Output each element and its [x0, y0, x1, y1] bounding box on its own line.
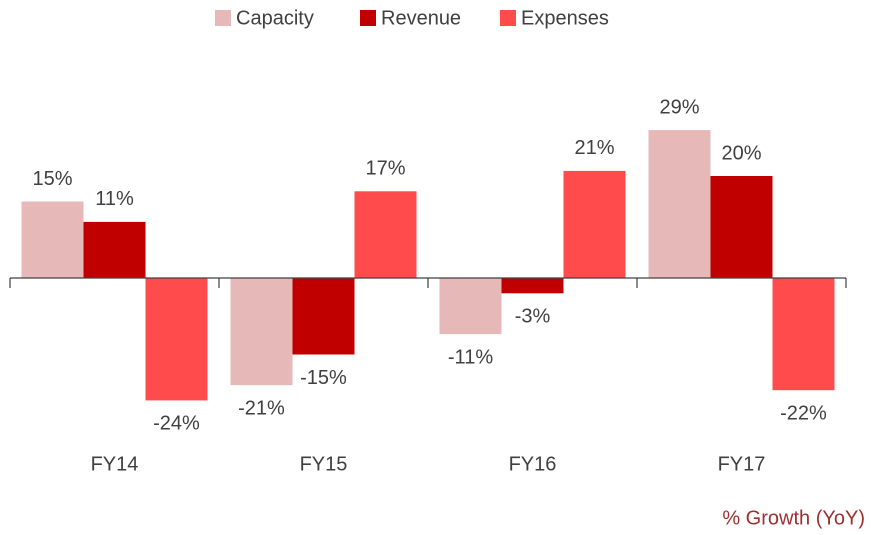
- legend-swatch: [360, 10, 376, 26]
- bar: [501, 278, 564, 294]
- bar: [145, 278, 208, 401]
- value-label: 29%: [659, 96, 699, 118]
- value-label: -3%: [515, 306, 551, 328]
- legend-label: Capacity: [236, 7, 314, 29]
- value-label: -22%: [780, 402, 827, 424]
- bar: [563, 170, 626, 278]
- value-label: -11%: [448, 346, 493, 368]
- value-label: 21%: [574, 137, 614, 159]
- value-label: -15%: [300, 367, 347, 389]
- bar: [439, 278, 502, 335]
- legend-swatch: [215, 10, 231, 26]
- annotation: % Growth (YoY): [722, 507, 865, 529]
- bar: [710, 176, 773, 278]
- x-tick-label: FY14: [91, 453, 139, 475]
- value-label: -24%: [153, 413, 200, 435]
- legend-label: Expenses: [521, 7, 609, 29]
- value-label: 17%: [365, 158, 405, 180]
- bar: [354, 191, 417, 278]
- x-tick-label: FY15: [300, 453, 348, 475]
- bar: [648, 130, 711, 278]
- x-tick-label: FY16: [509, 453, 557, 475]
- bar: [292, 278, 355, 355]
- bar: [83, 221, 146, 278]
- value-label: 20%: [721, 142, 761, 164]
- bar: [230, 278, 293, 386]
- value-label: 11%: [95, 188, 134, 210]
- bar: [21, 201, 84, 278]
- legend-label: Revenue: [381, 7, 461, 29]
- value-label: 15%: [32, 168, 72, 190]
- x-tick-label: FY17: [718, 453, 766, 475]
- value-label: -21%: [238, 397, 285, 419]
- bar: [772, 278, 835, 391]
- legend-swatch: [500, 10, 516, 26]
